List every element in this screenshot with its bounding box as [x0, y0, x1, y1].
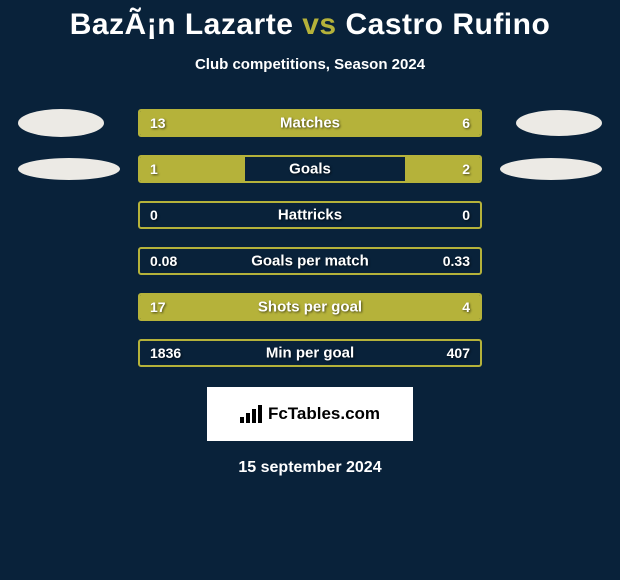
- comparison-card: BazÃ¡n Lazarte vs Castro Rufino Club com…: [0, 0, 620, 477]
- avatar-right: [500, 158, 602, 180]
- logo-text: FcTables.com: [268, 404, 380, 424]
- stat-row: 17 4 Shots per goal: [0, 293, 620, 321]
- stat-bar: 17 4 Shots per goal: [138, 293, 482, 321]
- stat-bar: 0.08 0.33 Goals per match: [138, 247, 482, 275]
- stat-label: Min per goal: [266, 345, 354, 362]
- stat-bar: 13 6 Matches: [138, 109, 482, 137]
- stat-bar: 1 2 Goals: [138, 155, 482, 183]
- stat-bar: 0 0 Hattricks: [138, 201, 482, 229]
- stat-label: Goals: [289, 161, 331, 178]
- stat-value-left: 0.08: [150, 253, 177, 269]
- player-right-name: Castro Rufino: [345, 8, 550, 41]
- stat-row: 0 0 Hattricks: [0, 201, 620, 229]
- stat-row: 1836 407 Min per goal: [0, 339, 620, 367]
- avatar-right: [516, 110, 602, 136]
- stat-label: Matches: [280, 115, 340, 132]
- player-left-name: BazÃ¡n Lazarte: [70, 8, 294, 41]
- stat-value-left: 0: [150, 207, 158, 223]
- stat-value-right: 407: [447, 345, 470, 361]
- stat-value-left: 1: [150, 161, 158, 177]
- subtitle: Club competitions, Season 2024: [0, 56, 620, 73]
- stat-row: 1 2 Goals: [0, 155, 620, 183]
- avatar-left: [18, 158, 120, 180]
- stat-value-right: 0: [462, 207, 470, 223]
- logo-box: FcTables.com: [207, 387, 413, 441]
- stat-row: 13 6 Matches: [0, 109, 620, 137]
- stat-label: Hattricks: [278, 207, 342, 224]
- title: BazÃ¡n Lazarte vs Castro Rufino: [0, 8, 620, 42]
- stat-rows: 13 6 Matches 1 2 Goals 0 0 Hattricks 0.08 0.33 Goal…: [0, 109, 620, 367]
- avatar-left: [18, 109, 104, 137]
- stat-bar: 1836 407 Min per goal: [138, 339, 482, 367]
- stat-label: Shots per goal: [258, 299, 362, 316]
- stat-value-right: 2: [462, 161, 470, 177]
- stat-value-right: 6: [462, 115, 470, 131]
- stat-value-right: 0.33: [443, 253, 470, 269]
- stat-row: 0.08 0.33 Goals per match: [0, 247, 620, 275]
- vs-label: vs: [302, 8, 336, 41]
- footer-date: 15 september 2024: [0, 459, 620, 477]
- bar-chart-icon: [240, 405, 262, 423]
- stat-value-left: 1836: [150, 345, 181, 361]
- stat-value-left: 17: [150, 299, 166, 315]
- stat-value-left: 13: [150, 115, 166, 131]
- stat-value-right: 4: [462, 299, 470, 315]
- stat-label: Goals per match: [251, 253, 369, 270]
